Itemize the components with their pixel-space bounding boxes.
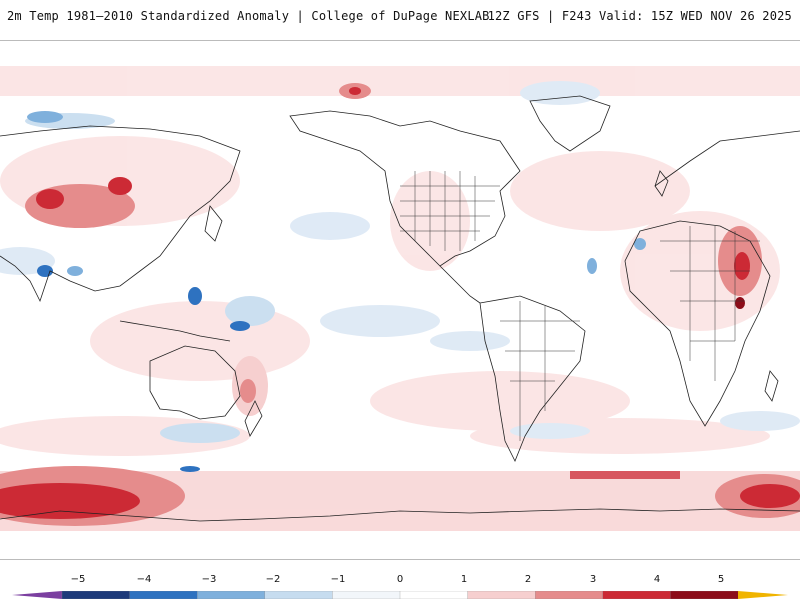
anomaly-map[interactable]	[0, 41, 800, 560]
map-title: 2m Temp 1981–2010 Standardized Anomaly |…	[7, 9, 490, 23]
colorbar-segment	[467, 591, 536, 599]
model-run-info: 12Z GFS | F243 Valid: 15Z WED NOV 26 202…	[487, 9, 792, 23]
colorbar-max-arrow	[738, 591, 788, 599]
japan-outline	[204, 205, 223, 242]
tick-label: 3	[589, 574, 597, 585]
strong-anomaly-layer	[0, 83, 800, 526]
tick-label: −4	[136, 574, 152, 585]
legend-colorbar: −5 −4 −3 −2 −1 0 1 2 3 4 5	[0, 560, 800, 600]
colorbar-segment	[670, 591, 739, 599]
madagascar-outline	[764, 370, 779, 402]
coastlines	[0, 95, 800, 522]
political-borders	[400, 171, 760, 441]
colorbar-segment	[129, 591, 198, 599]
colorbar-segment	[332, 591, 401, 599]
colorbar-segment	[61, 591, 131, 599]
colorbar-strip	[12, 591, 788, 599]
colorbar-segment	[264, 591, 334, 599]
tick-label: −2	[265, 574, 281, 585]
central-america-outline	[439, 265, 481, 304]
tick-label: 5	[717, 574, 725, 585]
colorbar-segment	[197, 591, 266, 599]
tick-label: −1	[330, 574, 346, 585]
tick-label: 1	[460, 574, 468, 585]
tick-label: −3	[201, 574, 217, 585]
eurasia-outline	[0, 125, 800, 303]
tick-label: 4	[653, 574, 661, 585]
south-america-outline	[479, 295, 586, 462]
map-canvas	[0, 41, 800, 559]
tick-label: 2	[524, 574, 532, 585]
tick-label: 0	[396, 574, 404, 585]
colorbar-min-arrow	[12, 591, 62, 599]
colorbar-segment	[399, 591, 469, 599]
colorbar-segment	[602, 591, 672, 599]
header-bar: 2m Temp 1981–2010 Standardized Anomaly |…	[0, 0, 800, 41]
indonesia-outline	[119, 320, 231, 342]
greenland-outline	[529, 95, 611, 152]
north-america-outline	[289, 110, 521, 267]
antarctica-outline	[0, 508, 800, 522]
colorbar-segment	[535, 591, 604, 599]
uk-outline	[654, 170, 669, 197]
africa-outline	[624, 220, 771, 427]
tick-label: −5	[70, 574, 86, 585]
australia-outline	[149, 345, 241, 420]
new-zealand-outline	[244, 400, 263, 437]
